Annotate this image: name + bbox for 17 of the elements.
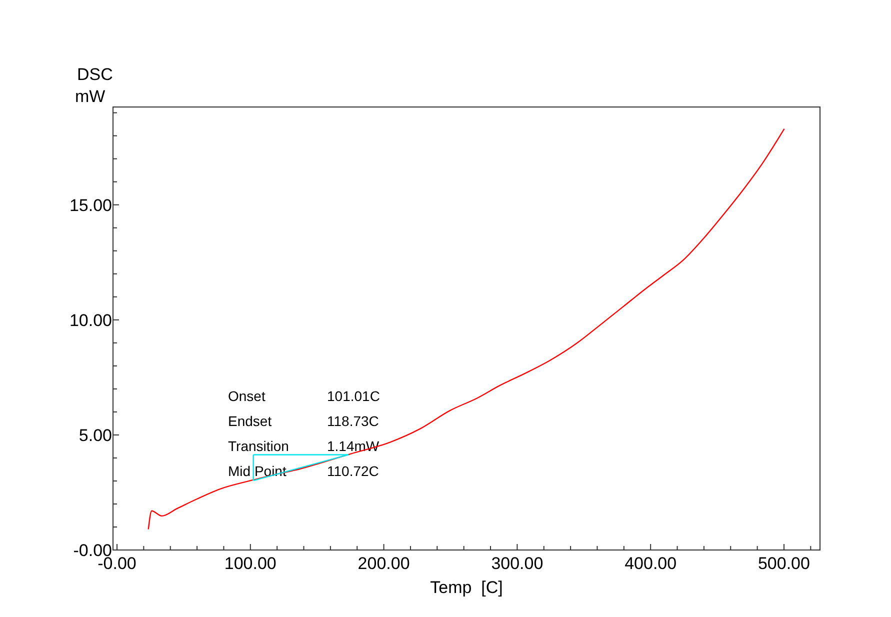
x-tick-label: 200.00 xyxy=(358,554,410,573)
annotation: 110.72C xyxy=(327,463,379,479)
annotation: Endset xyxy=(228,413,272,429)
y-tick-label: 5.00 xyxy=(78,426,112,445)
annotation: Transition xyxy=(228,438,289,454)
x-tick-label: 100.00 xyxy=(224,554,276,573)
y-tick-label: 10.00 xyxy=(69,310,112,330)
annotation: Onset xyxy=(228,388,266,404)
annotation: 118.73C xyxy=(327,413,379,429)
x-tick-label: 300.00 xyxy=(491,554,544,573)
x-tick-label: 400.00 xyxy=(624,554,677,573)
annotation: 101.01C xyxy=(327,388,380,404)
annotation: 1.14mW xyxy=(327,438,380,454)
x-axis-title: Temp [C] xyxy=(430,578,503,597)
y-axis-title: DSC mW xyxy=(75,65,113,106)
y-tick-label: 15.00 xyxy=(69,196,112,215)
x-tick-label: 500.00 xyxy=(758,554,810,573)
